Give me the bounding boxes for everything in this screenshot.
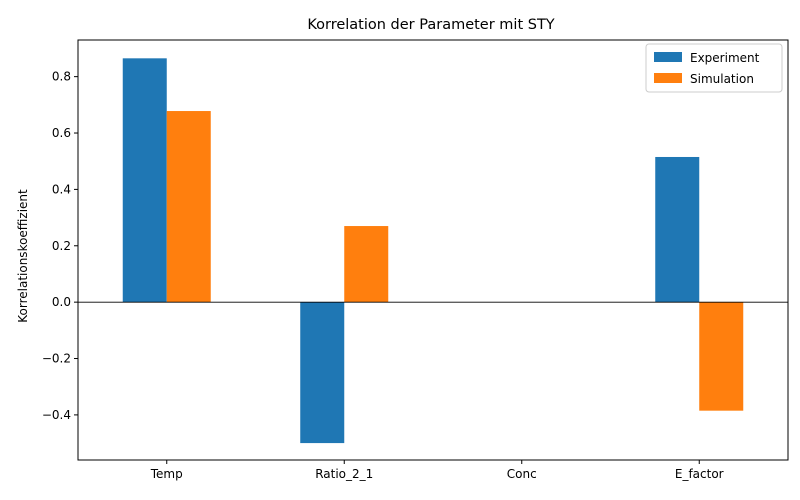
bar-simulation-temp bbox=[166, 111, 211, 303]
bar-experiment-ratio_2_1 bbox=[300, 302, 345, 444]
legend-swatch-experiment bbox=[654, 52, 682, 62]
y-tick-label: 0.0 bbox=[52, 295, 71, 309]
chart-title: Korrelation der Parameter mit STY bbox=[307, 17, 554, 33]
y-tick-label: 0.2 bbox=[52, 239, 71, 253]
bar-experiment-e_factor bbox=[655, 156, 700, 303]
plot-area: −0.4 −0.2 0.0 0.2 0.4 0.6 0.8 Temp Ratio_2_1 Conc… bbox=[42, 39, 789, 481]
legend-swatch-simulation bbox=[654, 73, 682, 83]
plot-frame bbox=[77, 39, 789, 461]
bar-simulation-e_factor bbox=[699, 302, 744, 411]
x-tick-label: Temp bbox=[150, 467, 183, 481]
bar-simulation-ratio_2_1 bbox=[344, 226, 389, 303]
x-tick-label: Ratio_2_1 bbox=[315, 467, 373, 481]
y-tick-label: 0.4 bbox=[52, 182, 71, 196]
x-tick-label: Conc bbox=[507, 467, 537, 481]
y-tick-label: 0.6 bbox=[52, 126, 71, 140]
y-tick-label: −0.4 bbox=[42, 408, 71, 422]
y-tick-label: −0.2 bbox=[42, 352, 71, 366]
legend-label-simulation: Simulation bbox=[690, 72, 754, 86]
x-tick-label: E_factor bbox=[675, 467, 724, 481]
y-axis-label: Korrelationskoeffizient bbox=[16, 189, 30, 323]
legend: Experiment Simulation bbox=[645, 43, 783, 93]
y-tick-label: 0.8 bbox=[52, 70, 71, 84]
legend-label-experiment: Experiment bbox=[690, 51, 760, 65]
bar-experiment-temp bbox=[122, 58, 167, 303]
